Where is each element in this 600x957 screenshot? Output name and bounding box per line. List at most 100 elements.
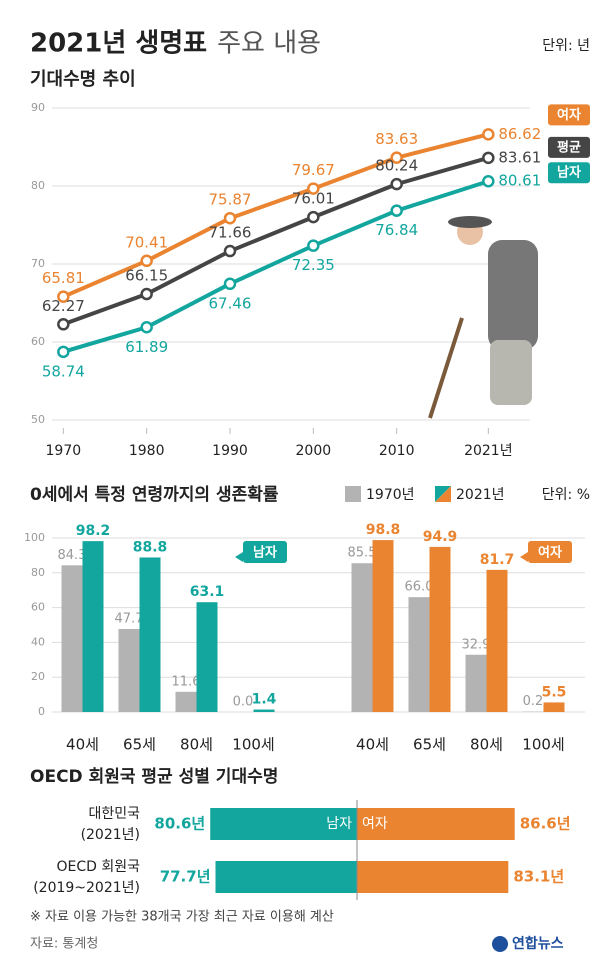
data-label: 62.27: [42, 297, 85, 315]
y-tick-label: 70: [31, 257, 45, 270]
x-tick-label: 80세: [470, 736, 503, 754]
data-label: 0.2: [523, 694, 544, 709]
badge-pointer: [235, 552, 243, 562]
marker: [390, 204, 403, 217]
x-tick-label: 2010: [379, 443, 415, 459]
bar: [357, 808, 515, 840]
y-tick-label: 80: [31, 179, 45, 192]
x-tick-label: 40세: [356, 736, 389, 754]
data-label: 98.2: [76, 523, 111, 539]
data-label: 83.1년: [513, 868, 564, 886]
series-label: 남자: [326, 816, 352, 832]
y-tick-label: OECD 회원국: [56, 859, 140, 875]
bar: [215, 861, 357, 893]
data-label: 63.1: [190, 584, 225, 600]
data-label: 71.66: [209, 224, 252, 242]
legend-swatch: [435, 486, 451, 502]
data-label: 94.9: [423, 529, 458, 545]
bar: [543, 702, 565, 712]
marker: [57, 345, 70, 359]
footnote: ※ 자료 이용 가능한 38개국 가장 최근 자료 이용해 계산: [30, 910, 334, 925]
bar: [175, 691, 197, 712]
logo-icon: [492, 936, 508, 952]
data-label: 80.24: [375, 157, 418, 175]
data-label: 80.6년: [154, 815, 205, 833]
data-label: 72.35: [292, 256, 335, 274]
data-label: 61.89: [125, 338, 168, 356]
data-label: 32.9: [462, 637, 491, 652]
panel-label: 여자: [538, 545, 562, 561]
y-tick-label: (2019~2021년): [33, 880, 140, 896]
data-label: 83.63: [375, 130, 418, 148]
marker: [390, 151, 403, 164]
unit: 단위: %: [542, 487, 590, 503]
panel-badge: [243, 541, 287, 563]
bar: [253, 709, 275, 712]
chart-title: 기대수명 추이: [30, 69, 136, 90]
x-tick-label: 80세: [180, 736, 213, 754]
bar: [429, 546, 451, 712]
bar: [372, 540, 394, 712]
data-label: 84.3: [58, 548, 87, 563]
data-label: 77.7년: [160, 868, 211, 886]
y-tick-label: 50: [31, 413, 45, 426]
data-label: 11.6: [172, 674, 201, 689]
marker: [140, 321, 153, 334]
data-label: 75.87: [209, 191, 252, 209]
y-tick-label: 100: [24, 531, 45, 544]
line: [62, 155, 489, 327]
logo: 연합뉴스: [512, 935, 564, 952]
badge-pointer: [520, 552, 528, 562]
data-label: 70.41: [125, 233, 168, 251]
data-label: 5.5: [542, 684, 567, 700]
bar: [196, 602, 218, 712]
x-tick-label: 1970: [46, 443, 82, 459]
data-label: 76.84: [375, 221, 418, 239]
data-label: 86.62: [498, 125, 541, 143]
bar: [351, 563, 373, 712]
y-tick-label: (2021년): [81, 827, 140, 843]
chart-title: OECD 회원국 평균 성별 기대수명: [30, 767, 278, 787]
panel-badge: [528, 541, 572, 563]
data-label: 67.46: [209, 294, 252, 312]
marker: [140, 254, 153, 268]
bar: [139, 557, 161, 712]
line: [62, 179, 489, 354]
y-tick-label: 90: [31, 101, 45, 114]
marker: [223, 277, 237, 291]
y-tick-label: 80: [31, 566, 45, 579]
title-rest: 주요 내용: [217, 29, 321, 59]
legend-swatch: [345, 486, 361, 502]
y-tick-label: 20: [31, 670, 45, 683]
x-tick-label: 65세: [413, 736, 446, 754]
data-label: 79.67: [292, 161, 335, 179]
title: 2021년 생명표: [30, 29, 207, 59]
cane: [428, 317, 464, 419]
bar: [486, 569, 508, 712]
bar: [118, 629, 140, 712]
x-tick-label: 40세: [66, 736, 99, 754]
marker: [482, 174, 495, 188]
legend-label: 여자: [557, 107, 581, 123]
data-label: 83.61: [498, 148, 541, 166]
y-tick-label: 60: [31, 335, 45, 348]
data-label: 88.8: [133, 539, 168, 555]
y-tick-label: 60: [31, 601, 45, 614]
data-label: 65.81: [42, 269, 85, 287]
bar: [465, 654, 487, 712]
y-tick-label: 0: [38, 705, 45, 718]
data-label: 1.4: [252, 692, 277, 708]
data-label: 80.61: [498, 172, 541, 190]
marker: [390, 177, 403, 191]
source: 자료: 통계청: [30, 937, 98, 952]
legend-badge: [548, 162, 590, 184]
data-label: 66.0: [405, 580, 434, 595]
marker: [482, 128, 495, 141]
marker: [307, 182, 320, 195]
marker: [140, 287, 153, 301]
data-label: 58.74: [42, 362, 85, 380]
y-tick-label: 대한민국: [88, 806, 140, 822]
